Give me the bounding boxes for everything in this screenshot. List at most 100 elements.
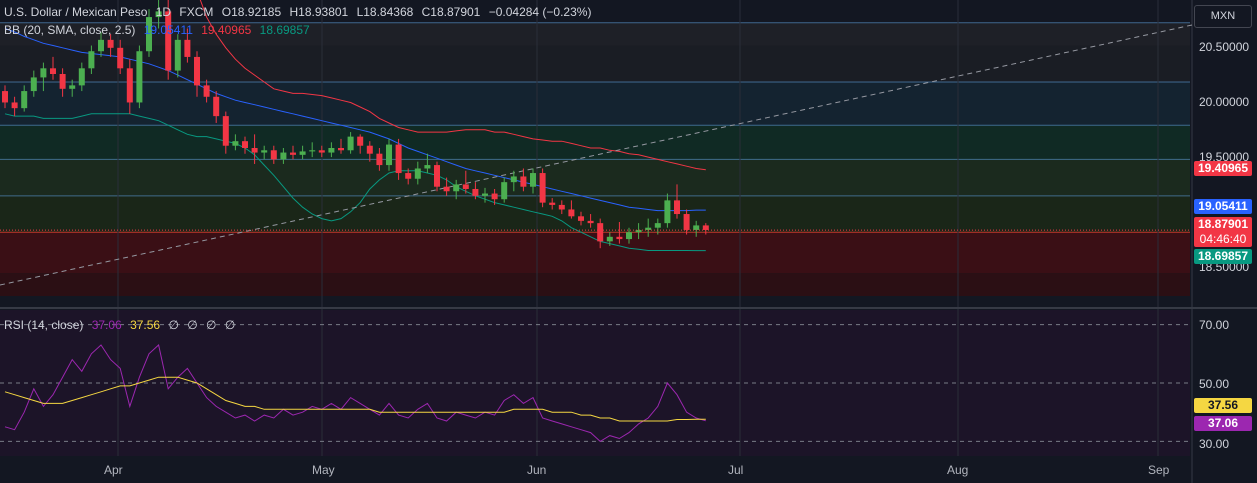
- candle-body: [462, 184, 469, 189]
- placeholder-2: ∅: [187, 318, 198, 332]
- candle: [78, 62, 85, 92]
- candle-body: [530, 173, 536, 187]
- candle-body: [261, 150, 268, 153]
- rsi-ma-line: [4, 376, 706, 422]
- time-label-jun: Jun: [527, 463, 547, 477]
- candle: [50, 56, 56, 80]
- candle-body: [280, 152, 287, 160]
- candle-body: [414, 168, 421, 179]
- time-label-may: May: [312, 463, 335, 477]
- candle: [117, 39, 124, 74]
- candle-body: [290, 152, 296, 155]
- candle: [434, 161, 440, 192]
- candle: [482, 187, 488, 203]
- rsi-legend[interactable]: RSI (14, close) 37.06 37.56 ∅ ∅ ∅ ∅: [4, 318, 240, 332]
- bb-basis-value: 19.05411: [143, 23, 193, 37]
- candle-body: [702, 225, 709, 230]
- rsi-value-tag: 37.06: [1194, 416, 1252, 431]
- candle-body: [136, 51, 143, 103]
- candle-body: [328, 148, 335, 153]
- candle-body: [520, 176, 527, 187]
- candle: [251, 134, 258, 164]
- candle: [290, 145, 296, 160]
- candle: [242, 136, 248, 154]
- candle-body: [146, 17, 152, 52]
- candle: [165, 0, 172, 80]
- candle-body: [549, 202, 556, 205]
- candle: [184, 28, 191, 63]
- candle: [146, 9, 152, 57]
- candle-body: [453, 184, 460, 192]
- bb-lower-price-tag: 18.69857: [1194, 249, 1252, 264]
- candle: [386, 138, 392, 171]
- candle: [405, 168, 412, 185]
- bb-legend[interactable]: BB (20, SMA, close, 2.5) 19.05411 19.409…: [4, 23, 315, 37]
- bb-lower-value: 18.69857: [259, 23, 310, 37]
- candle-body: [578, 216, 584, 221]
- candle: [472, 182, 479, 200]
- candle-body: [126, 68, 133, 103]
- candle: [626, 227, 632, 244]
- candle-body: [59, 74, 66, 89]
- candle-body: [11, 102, 18, 109]
- currency-selector[interactable]: MXN: [1194, 5, 1252, 28]
- candle: [21, 85, 28, 112]
- rsi-tick: 30.00: [1199, 437, 1230, 451]
- bar-countdown: 04:46:40: [1199, 232, 1247, 246]
- candle: [453, 179, 460, 200]
- candle-body: [683, 214, 690, 230]
- candle-body: [357, 136, 364, 146]
- candle: [597, 218, 604, 249]
- placeholder-4: ∅: [224, 318, 236, 332]
- candle-body: [232, 141, 239, 146]
- candle-body: [626, 232, 632, 240]
- candle-body: [270, 150, 277, 160]
- placeholder-3: ∅: [206, 318, 217, 332]
- rsi-tick: 70.00: [1199, 318, 1230, 332]
- rsi-line: [4, 344, 706, 443]
- candle-body: [386, 144, 392, 166]
- close-value: C18.87901: [421, 5, 481, 19]
- price-zone: [0, 195, 1190, 233]
- candle: [98, 31, 104, 57]
- price-zone: [0, 125, 1190, 160]
- candle-body: [472, 188, 479, 196]
- candle: [11, 96, 18, 117]
- bb-label: BB (20, SMA, close, 2.5): [4, 23, 136, 37]
- candle: [107, 34, 114, 57]
- candle-body: [597, 223, 604, 242]
- candle-body: [299, 151, 306, 155]
- candle-body: [50, 68, 56, 74]
- candle-body: [568, 209, 575, 217]
- rsi-pane: [4, 344, 706, 443]
- rsi-tick: 50.00: [1199, 377, 1230, 391]
- price-tick: 20.00000: [1199, 95, 1250, 109]
- candle: [539, 168, 546, 208]
- candle: [280, 148, 287, 164]
- source-label: FXCM: [179, 5, 214, 19]
- candle-body: [98, 39, 104, 52]
- candle-body: [40, 68, 47, 78]
- candle-body: [434, 165, 440, 187]
- candle: [261, 145, 268, 160]
- rsi-label: RSI (14, close): [4, 318, 84, 332]
- candle: [654, 218, 661, 235]
- candle: [664, 193, 671, 228]
- candle-body: [482, 193, 488, 196]
- candle-body: [318, 150, 325, 153]
- symbol-legend[interactable]: U.S. Dollar / Mexican Peso 1D FXCM O18.9…: [4, 5, 596, 19]
- candle-body: [635, 229, 642, 233]
- candle-body: [69, 85, 76, 89]
- candle-body: [165, 11, 172, 71]
- candle-body: [510, 176, 517, 183]
- candle: [549, 198, 556, 210]
- candle: [328, 142, 335, 158]
- candle: [424, 153, 431, 174]
- candle: [338, 138, 344, 154]
- candle: [222, 111, 229, 154]
- candle-body: [424, 165, 431, 169]
- candle: [136, 45, 143, 109]
- candle-body: [78, 68, 85, 86]
- candle: [126, 59, 133, 114]
